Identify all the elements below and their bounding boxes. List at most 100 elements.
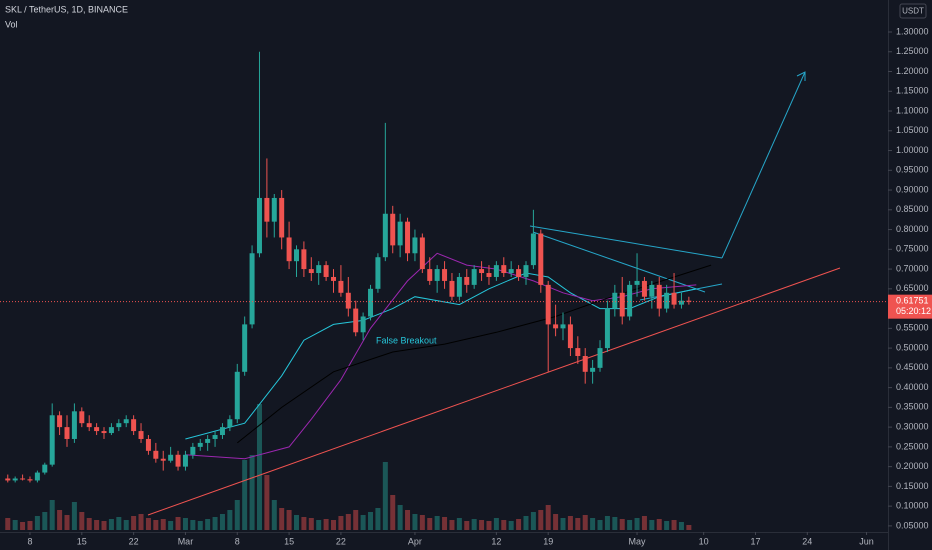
trend-line (147, 267, 841, 516)
x-tick-label: 17 (750, 536, 760, 546)
volume-bar (405, 510, 411, 530)
y-tick-label: 0.65000 (896, 283, 929, 293)
volume-bar (664, 521, 670, 530)
currency-label[interactable]: USDT (902, 7, 924, 16)
x-tick-label: Apr (408, 536, 422, 546)
volume-bar (123, 520, 129, 530)
volume-bar (49, 500, 55, 530)
x-tick-label: 22 (129, 536, 139, 546)
candle-body (264, 197, 270, 222)
candle-body (604, 308, 610, 349)
volume-layer (5, 404, 692, 530)
x-tick-label: May (629, 536, 647, 546)
y-tick-label: 0.90000 (896, 184, 929, 194)
candle-body (375, 257, 381, 289)
candle-body (323, 265, 329, 277)
volume-bar (57, 510, 63, 530)
volume-bar (508, 521, 514, 530)
volume-bar (345, 514, 351, 530)
volume-bar (323, 519, 329, 530)
candle-body (501, 265, 507, 274)
candle-body (138, 431, 144, 439)
y-tick-label: 0.55000 (896, 323, 929, 333)
volume-bar (264, 475, 270, 530)
last-price-box (888, 294, 932, 319)
candle-body (286, 237, 292, 262)
volume-bar (493, 518, 499, 530)
volume-bar (449, 520, 455, 530)
volume-bar (560, 518, 566, 530)
volume-bar (479, 520, 485, 530)
volume-bar (419, 515, 425, 530)
candle-body (308, 269, 314, 274)
volume-bar (390, 495, 396, 530)
candle-body (634, 280, 640, 285)
y-tick-label: 0.25000 (896, 441, 929, 451)
volume-bar (308, 518, 314, 530)
volume-bar (575, 518, 581, 530)
y-tick-label: 0.85000 (896, 204, 929, 214)
candle-body (656, 284, 662, 309)
candle-body (427, 269, 433, 281)
volume-bar (678, 522, 684, 530)
candle-body (405, 221, 411, 254)
volume-bar (412, 514, 418, 530)
candle-body (368, 288, 374, 317)
volume-bar (42, 512, 48, 530)
y-tick-label: 0.05000 (896, 520, 929, 530)
x-tick-label: 15 (77, 536, 87, 546)
candle-body (168, 454, 174, 461)
candle-body (131, 419, 137, 432)
candle-body (434, 269, 440, 281)
candle-body (338, 280, 344, 293)
candle-body (545, 284, 551, 325)
candle-body (5, 478, 11, 481)
candle-body (197, 442, 203, 447)
x-tick-label: Jun (859, 536, 874, 546)
countdown-label: 05:20:12 (896, 306, 931, 316)
volume-bar (94, 520, 100, 530)
volume-bar (219, 514, 225, 530)
volume-bar (286, 510, 292, 530)
candle-body (205, 438, 211, 443)
x-tick-label: 10 (699, 536, 709, 546)
volume-bar (234, 500, 240, 530)
candle-body (456, 276, 462, 297)
volume-bar (79, 512, 85, 530)
volume-bar (368, 512, 374, 530)
y-tick-label: 0.15000 (896, 481, 929, 491)
candle-body (331, 276, 337, 281)
volume-bar (160, 519, 166, 530)
candle-body (20, 478, 26, 480)
candle-body (449, 280, 455, 297)
volume-bar (375, 508, 381, 530)
candle-body (671, 292, 677, 305)
volume-bar (190, 520, 196, 530)
volume-bar (301, 517, 307, 530)
volume-bar (227, 510, 233, 530)
y-tick-label: 0.70000 (896, 263, 929, 273)
volume-bar (145, 518, 151, 530)
candle-body (116, 423, 122, 428)
arrow-head (796, 71, 806, 81)
volume-bar (168, 521, 174, 530)
annotation: False Breakout (376, 335, 437, 345)
volume-bar (604, 516, 610, 530)
volume-bar (641, 516, 647, 530)
volume-bar (434, 516, 440, 530)
y-tick-label: 0.35000 (896, 402, 929, 412)
volume-bar (649, 520, 655, 530)
candle-body (627, 284, 633, 317)
volume-bar (20, 522, 26, 530)
currency-box[interactable] (899, 3, 927, 19)
volume-bar (293, 515, 299, 530)
y-tick-label: 0.50000 (896, 342, 929, 352)
y-tick-label: 1.10000 (896, 105, 929, 115)
triangle-line (532, 231, 706, 293)
moving-average (236, 264, 712, 444)
volume-bar (316, 520, 322, 530)
candle-body (612, 292, 618, 309)
volume-bar (182, 518, 188, 530)
y-tick-label: 0.30000 (896, 421, 929, 431)
volume-bar (271, 500, 277, 530)
